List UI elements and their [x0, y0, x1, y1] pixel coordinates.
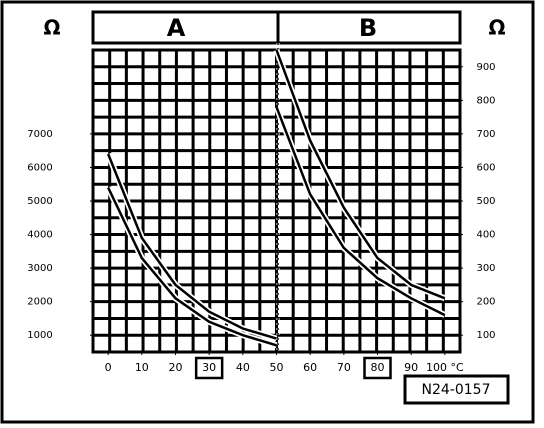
curve [106, 153, 277, 340]
curve [275, 49, 446, 300]
y-tick-label: 1000 [27, 330, 52, 341]
y2-tick-label: 500 [476, 196, 495, 207]
x-tick-label: 70 [337, 361, 351, 374]
x-tick-label: 20 [168, 361, 182, 374]
x-tick-label: 0 [105, 361, 112, 374]
y-tick-label: 5000 [27, 196, 52, 207]
x-tick-label: 30 [202, 361, 216, 374]
x-tick-label: 10 [135, 361, 149, 374]
x-tick-label: 60 [303, 361, 317, 374]
figure-code: N24-0157 [422, 382, 491, 398]
tick-highlight [363, 356, 392, 380]
x-tick-label: 90 [404, 361, 418, 374]
y2-tick-label: 200 [476, 297, 495, 308]
x-tick-label: 80 [371, 361, 385, 374]
curve [107, 187, 277, 347]
y-tick-label: 2000 [27, 297, 52, 308]
y-axis-label: Ω [43, 16, 60, 40]
y2-axis-label: Ω [488, 16, 505, 40]
y-tick-label: 6000 [27, 162, 52, 173]
x-tick-label: 50 [270, 361, 284, 374]
code-box [403, 374, 510, 405]
y2-tick-label: 700 [476, 129, 495, 140]
y2-tick-label: 800 [476, 95, 495, 106]
x-tick-label: 40 [236, 361, 250, 374]
y-tick-label: 4000 [27, 230, 52, 241]
curve [275, 106, 446, 317]
panel-label: B [359, 14, 377, 42]
y2-tick-label: 900 [476, 62, 495, 73]
y2-tick-label: 100 [476, 330, 495, 341]
y-tick-label: 7000 [27, 129, 52, 140]
x-tick-label: 100 °C [426, 361, 464, 374]
y-tick-label: 3000 [27, 263, 52, 274]
tick-highlight [194, 356, 224, 380]
panel-label: A [167, 14, 186, 42]
y2-tick-label: 400 [476, 230, 495, 241]
y2-tick-label: 600 [476, 162, 495, 173]
y2-tick-label: 300 [476, 263, 495, 274]
